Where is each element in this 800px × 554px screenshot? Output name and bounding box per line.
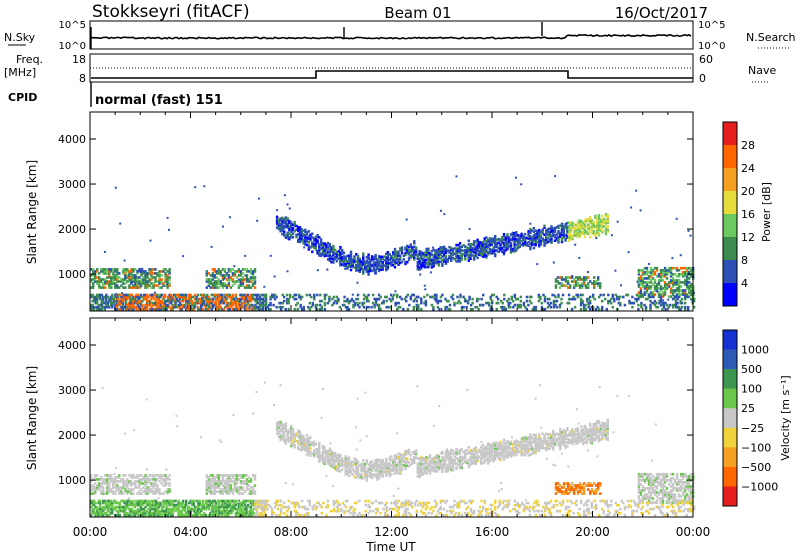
colorbar-tick-label: −100: [741, 441, 771, 454]
freq-panel: Freq. [MHz] 18 8 60 0 Nave: [4, 53, 776, 85]
colorbar-swatch: [723, 145, 737, 169]
power-colorbar: 28 24 20 16 12 8 4: [722, 121, 755, 307]
station-title: Stokkseyri (fitACF): [92, 2, 250, 22]
colorbar-tick-label: 28: [741, 139, 755, 152]
colorbar-swatch: [723, 486, 737, 507]
colorbar-swatch: [723, 466, 737, 487]
nave-tick-top: 60: [699, 53, 713, 66]
beam-title: Beam 01: [384, 4, 451, 22]
nsky-label: N.Sky: [4, 31, 36, 44]
cpid-label: CPID: [8, 91, 37, 104]
colorbar-tick-label: 24: [741, 162, 755, 175]
x-tick-label: 12:00: [374, 525, 409, 539]
nsearch-label: N.Search: [746, 31, 796, 44]
colorbar-swatch: [723, 408, 737, 429]
nsearch-tick-top: 10^5: [698, 20, 725, 31]
x-tick-label: 16:00: [475, 525, 510, 539]
colorbar-swatch: [723, 369, 737, 389]
colorbar-swatch: [723, 427, 737, 448]
colorbar-swatch: [723, 447, 737, 468]
velocity-colorbar-label: Velocity [m s⁻¹]: [779, 375, 792, 460]
x-tick-label: 00:00: [73, 525, 108, 539]
freq-unit: [MHz]: [4, 66, 36, 79]
freq-trace: [91, 70, 693, 79]
colorbar-swatch: [723, 330, 737, 350]
y-tick-label: 4000: [58, 339, 86, 352]
velocity-data-cells: [90, 381, 696, 517]
colorbar-tick-label: 12: [741, 231, 755, 244]
date-title: 16/Oct/2017: [615, 4, 708, 22]
freq-label: Freq.: [16, 53, 43, 66]
colorbar-tick-label: 16: [741, 208, 755, 221]
freq-tick-top: 18: [72, 53, 86, 66]
y-tick-label: 4000: [58, 133, 86, 146]
colorbar-swatch: [723, 237, 737, 261]
y-tick-label: 1000: [58, 268, 86, 281]
colorbar-tick-label: 100: [741, 383, 762, 396]
nsky-trace: [90, 33, 692, 40]
colorbar-swatch: [723, 168, 737, 192]
x-tick-labels: 00:00 04:00 08:00 12:00 16:00 20:00 00:00: [73, 525, 711, 539]
x-tick-label: 04:00: [173, 525, 208, 539]
x-tick-label: 08:00: [274, 525, 309, 539]
x-axis-label: Time UT: [365, 540, 416, 554]
colorbar-tick-label: 25: [741, 402, 755, 415]
y-tick-label: 2000: [58, 223, 86, 236]
colorbar-swatch: [723, 260, 737, 284]
colorbar-tick-label: 8: [741, 254, 748, 267]
nsky-tick-top: 10^5: [59, 20, 86, 31]
colorbar-swatch: [723, 122, 737, 146]
power-data-cells: [90, 175, 696, 311]
cpid-value: normal (fast) 151: [95, 93, 223, 108]
power-panel: 1000 2000 3000 4000 Slant Range [km] 28 24 20…: [25, 111, 773, 312]
power-ylabel: Slant Range [km]: [25, 160, 39, 264]
colorbar-tick-label: −25: [741, 422, 764, 435]
colorbar-tick-label: −1000: [741, 480, 778, 493]
nsearch-tick-bottom: 10^0: [698, 41, 725, 52]
velocity-colorbar: 1000 500 100 25 −25 −100 −500 −1000: [722, 329, 778, 507]
x-tick-label: 20:00: [575, 525, 610, 539]
nave-label: Nave: [748, 64, 776, 77]
colorbar-swatch: [723, 191, 737, 215]
colorbar-tick-label: 4: [741, 277, 748, 290]
y-tick-label: 3000: [58, 178, 86, 191]
colorbar-swatch: [723, 388, 737, 409]
colorbar-swatch: [723, 214, 737, 238]
power-colorbar-label: Power [dB]: [760, 182, 773, 242]
nsky-panel: N.Sky 10^5 10^0 10^5 10^0 N.Search: [4, 20, 796, 52]
y-tick-label: 3000: [58, 384, 86, 397]
y-tick-label: 2000: [58, 429, 86, 442]
y-tick-label: 1000: [58, 474, 86, 487]
colorbar-tick-label: 1000: [741, 344, 769, 357]
x-tick-label: 00:00: [676, 525, 711, 539]
nave-tick-bottom: 0: [699, 72, 706, 85]
velocity-panel: 1000 2000 3000 4000 Slant Range [km] 1000 50…: [25, 317, 792, 518]
colorbar-swatch: [723, 349, 737, 370]
colorbar-tick-label: 20: [741, 185, 755, 198]
colorbar-tick-label: −500: [741, 461, 771, 474]
velocity-ylabel: Slant Range [km]: [25, 366, 39, 470]
colorbar-swatch: [723, 283, 737, 307]
colorbar-tick-label: 500: [741, 363, 762, 376]
freq-tick-bottom: 8: [79, 72, 86, 85]
nsky-tick-bottom: 10^0: [59, 41, 86, 52]
